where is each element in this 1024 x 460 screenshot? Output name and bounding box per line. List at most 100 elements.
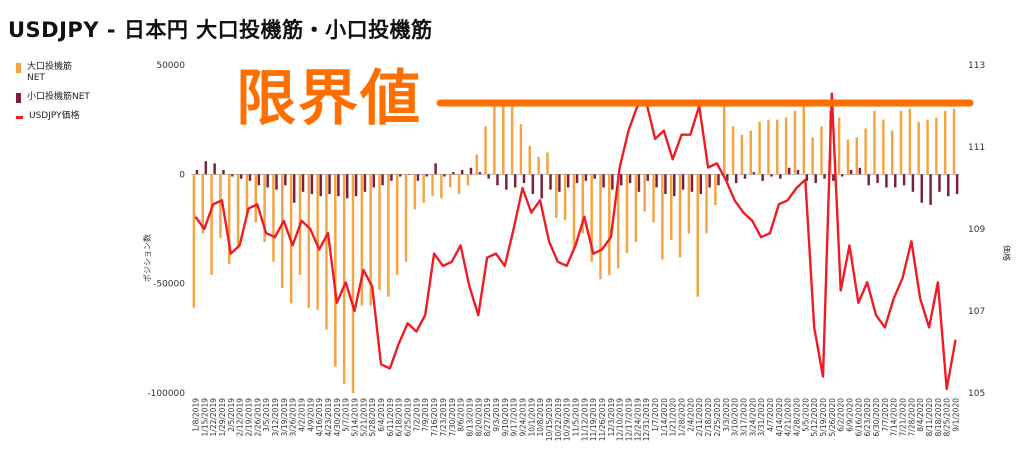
bar-large-12-17-2019 bbox=[625, 174, 629, 254]
bar-small-1-29-2019 bbox=[222, 169, 225, 175]
bar-large-3-17-2020 bbox=[740, 134, 744, 175]
right-axis-label: 価格 bbox=[1002, 245, 1012, 261]
bar-large-6-4-2019 bbox=[378, 174, 381, 291]
bar-small-12-17-2019 bbox=[628, 174, 632, 184]
x-tick-1-15-2019: 1/15/2019 bbox=[200, 398, 209, 437]
price-line bbox=[194, 92, 957, 391]
x-tick-12-3-2019: 12/3/2019 bbox=[607, 398, 616, 437]
bars-small-speculators bbox=[195, 161, 959, 205]
x-tick-8-11-2020: 8/11/2020 bbox=[925, 398, 934, 437]
bar-small-5-21-2019 bbox=[363, 174, 367, 192]
bar-small-7-14-2020 bbox=[894, 174, 897, 188]
bar-small-6-30-2020 bbox=[876, 174, 879, 184]
x-tick-7-21-2020: 7/21/2020 bbox=[899, 398, 908, 437]
left-tick-50000: 50000 bbox=[156, 61, 185, 71]
bar-large-4-21-2020 bbox=[784, 117, 788, 175]
x-tick-10-8-2019: 10/8/2019 bbox=[536, 398, 545, 437]
bar-small-8-11-2020 bbox=[929, 174, 932, 205]
x-tick-4-23-2019: 4/23/2019 bbox=[324, 398, 333, 437]
legend: 大口投機筋 NET 小口投機筋NET USDJPY価格 bbox=[16, 62, 90, 130]
x-tick-3-31-2020: 3/31/2020 bbox=[757, 398, 766, 437]
bar-small-4-7-2020 bbox=[770, 174, 773, 177]
bar-large-8-13-2019 bbox=[466, 174, 470, 186]
x-tick-1-22-2019: 1/22/2019 bbox=[209, 398, 218, 437]
bar-small-6-23-2020 bbox=[867, 174, 870, 186]
x-tick-5-28-2019: 5/28/2019 bbox=[368, 398, 377, 437]
bar-small-4-30-2019 bbox=[337, 174, 340, 197]
x-tick-2-26-2019: 2/26/2019 bbox=[253, 398, 262, 437]
bar-small-8-13-2019 bbox=[469, 167, 473, 175]
bar-small-2-5-2019 bbox=[231, 174, 234, 177]
x-tick-4-7-2020: 4/7/2020 bbox=[766, 398, 775, 432]
x-tick-7-16-2019: 7/16/2019 bbox=[430, 398, 439, 437]
x-tick-6-2-2020: 6/2/2020 bbox=[837, 398, 846, 432]
bar-large-7-28-2020 bbox=[908, 108, 912, 175]
bar-large-9-10-2019 bbox=[502, 104, 505, 175]
right-tick-111: 111 bbox=[968, 143, 985, 153]
bar-large-1-21-2020 bbox=[669, 174, 673, 240]
x-tick-6-16-2020: 6/16/2020 bbox=[854, 398, 863, 437]
legend-item-small-speculators: 小口投機筋NET bbox=[16, 92, 90, 103]
bar-large-4-28-2020 bbox=[793, 110, 797, 175]
x-tick-9-24-2019: 9/24/2019 bbox=[519, 398, 528, 437]
right-tick-107: 107 bbox=[968, 307, 985, 317]
right-tick-113: 113 bbox=[968, 61, 985, 71]
bar-small-10-15-2019 bbox=[549, 174, 552, 190]
x-tick-7-2-2019: 7/2/2019 bbox=[412, 398, 421, 432]
bar-small-3-24-2020 bbox=[752, 172, 756, 175]
bar-small-3-5-2019 bbox=[266, 174, 269, 188]
x-tick-4-30-2019: 4/30/2019 bbox=[333, 398, 342, 437]
bar-small-6-2-2020 bbox=[840, 174, 844, 177]
bar-small-9-10-2019 bbox=[505, 174, 508, 190]
bar-small-6-9-2020 bbox=[849, 169, 853, 175]
x-tick-3-10-2020: 3/10/2020 bbox=[731, 398, 740, 437]
price-line-layer bbox=[194, 92, 957, 391]
bar-small-10-22-2019 bbox=[558, 174, 561, 192]
bar-large-7-14-2020 bbox=[890, 130, 894, 175]
x-axis: 1/8/2019 1/15/2019 1/22/2019 1/29/2019 2/5/2… bbox=[191, 398, 960, 441]
x-tick-5-12-2020: 5/12/2020 bbox=[810, 398, 819, 437]
x-tick-8-4-2020: 8/4/2020 bbox=[916, 398, 925, 432]
bar-small-4-28-2020 bbox=[796, 169, 800, 175]
bar-large-1-28-2020 bbox=[678, 174, 682, 258]
left-axis-label: ポジション数 bbox=[142, 234, 152, 282]
x-tick-6-9-2020: 6/9/2020 bbox=[846, 398, 855, 432]
bar-small-2-19-2019 bbox=[248, 174, 252, 181]
bar-small-12-31-2019 bbox=[646, 174, 649, 181]
x-tick-5-5-2020: 5/5/2020 bbox=[801, 398, 810, 432]
bar-large-2-26-2019 bbox=[254, 174, 257, 223]
bar-large-10-8-2019 bbox=[537, 156, 540, 175]
bar-large-3-19-2019 bbox=[281, 174, 284, 289]
x-tick-1-14-2020: 1/14/2020 bbox=[660, 398, 669, 437]
bar-small-7-21-2020 bbox=[902, 174, 906, 186]
x-tick-7-14-2020: 7/14/2020 bbox=[890, 398, 899, 437]
x-tick-4-21-2020: 4/21/2020 bbox=[784, 398, 793, 437]
bar-large-2-12-2019 bbox=[236, 174, 240, 249]
bar-large-8-25-2020 bbox=[943, 110, 947, 175]
x-tick-12-10-2019: 12/10/2019 bbox=[616, 398, 625, 441]
x-tick-12-17-2019: 12/17/2019 bbox=[625, 398, 634, 441]
bar-small-9-3-2019 bbox=[496, 174, 499, 186]
x-tick-12-31-2019: 12/31/2019 bbox=[642, 398, 651, 441]
bar-small-8-6-2019 bbox=[460, 169, 464, 175]
bar-large-11-19-2019 bbox=[590, 174, 593, 262]
x-tick-8-25-2020: 8/25/2020 bbox=[943, 398, 952, 437]
bar-small-6-11-2019 bbox=[390, 174, 393, 181]
x-tick-9-3-2019: 9/3/2019 bbox=[492, 398, 501, 432]
left-axis: 50000 0 -50000 -100000 bbox=[147, 61, 185, 399]
x-tick-4-28-2020: 4/28/2020 bbox=[793, 398, 802, 437]
bar-large-8-27-2019 bbox=[484, 126, 487, 175]
bar-large-5-7-2019 bbox=[342, 174, 346, 385]
x-tick-5-19-2020: 5/19/2020 bbox=[819, 398, 828, 437]
bar-large-9-3-2019 bbox=[493, 104, 496, 175]
bar-small-5-7-2019 bbox=[345, 174, 349, 199]
bar-large-3-24-2020 bbox=[749, 130, 752, 175]
bar-small-8-4-2020 bbox=[920, 174, 923, 203]
x-tick-7-28-2020: 7/28/2020 bbox=[907, 398, 916, 437]
bar-large-10-15-2019 bbox=[546, 152, 549, 175]
bar-large-7-16-2019 bbox=[431, 174, 434, 197]
bar-large-5-5-2020 bbox=[802, 104, 806, 175]
bar-small-2-4-2020 bbox=[690, 174, 694, 192]
bar-small-9-17-2019 bbox=[513, 174, 517, 188]
bar-large-7-9-2019 bbox=[422, 174, 425, 203]
